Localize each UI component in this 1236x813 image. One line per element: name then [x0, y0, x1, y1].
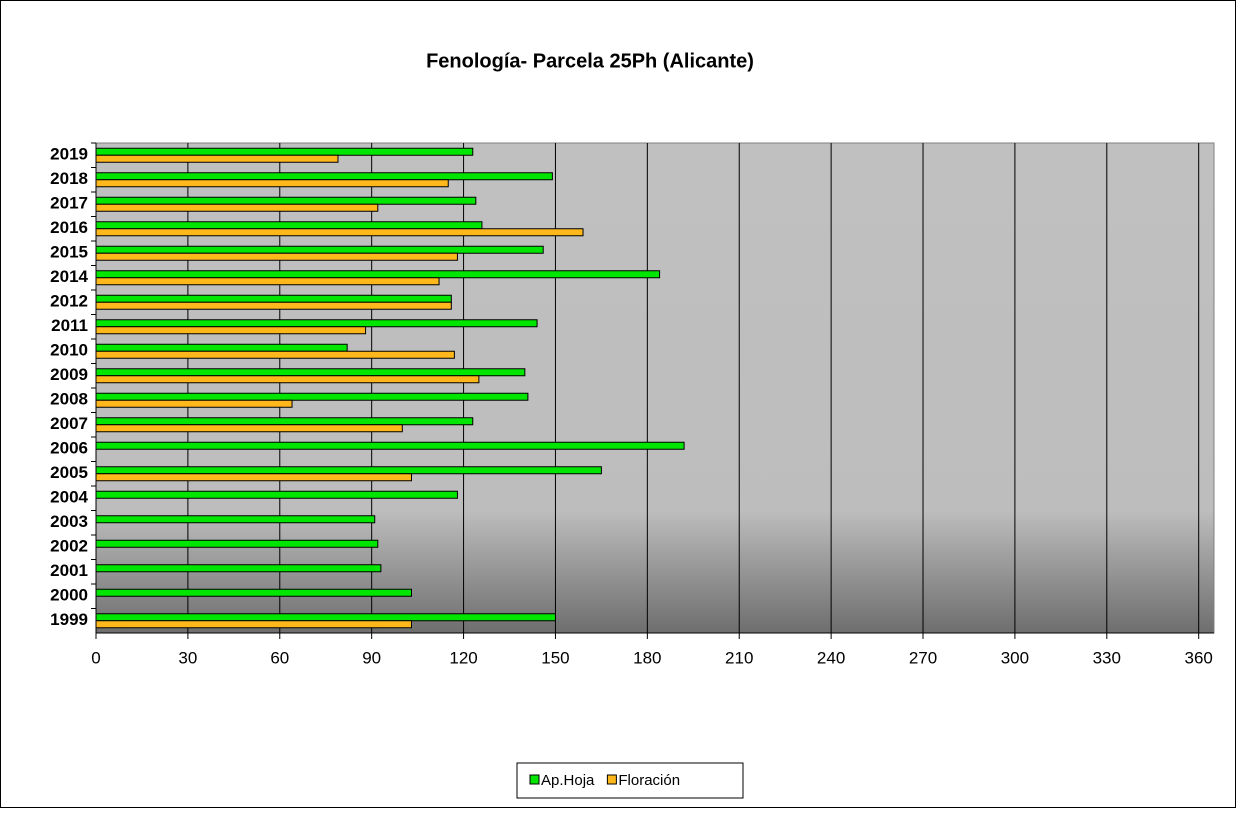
bar: [95, 368, 526, 377]
bar: [95, 515, 376, 524]
y-tick-label: 2010: [50, 341, 88, 360]
bar: [95, 252, 458, 261]
bar: [95, 539, 379, 548]
bar: [95, 620, 412, 629]
plot-area: [95, 142, 1215, 634]
bar: [95, 588, 412, 597]
bar: [95, 399, 293, 408]
bar: [95, 466, 602, 475]
y-tick-label: 2008: [50, 390, 88, 409]
bar: [95, 147, 474, 156]
bar: [95, 375, 480, 384]
bar: [95, 270, 661, 279]
y-tick-label: 2017: [50, 194, 88, 213]
x-tick-label: 0: [91, 648, 100, 667]
y-tick-label: 2000: [50, 586, 88, 605]
y-tick-label: 2003: [50, 512, 88, 531]
bar: [95, 294, 452, 303]
bar: [95, 417, 474, 426]
x-tick-label: 300: [1001, 648, 1029, 667]
y-tick-label: 2016: [50, 218, 88, 237]
bar: [95, 392, 529, 401]
bar: [95, 343, 348, 352]
legend-swatch: [529, 774, 540, 785]
x-tick-label: 30: [178, 648, 197, 667]
bar: [95, 196, 477, 205]
legend-swatch: [606, 774, 617, 785]
bar: [95, 350, 455, 359]
x-tick-label: 360: [1184, 648, 1212, 667]
bar: [95, 473, 412, 482]
chart-title: Fenología- Parcela 25Ph (Alicante): [426, 50, 754, 72]
y-tick-label: 2001: [50, 561, 88, 580]
x-tick-label: 270: [909, 648, 937, 667]
bar: [95, 424, 403, 433]
legend-label: Ap.Hoja: [541, 772, 595, 789]
y-tick-label: 2011: [51, 316, 88, 335]
y-tick-label: 2019: [50, 145, 88, 164]
x-tick-label: 90: [362, 648, 381, 667]
bar: [95, 564, 382, 573]
bar: [95, 172, 553, 181]
bar: [95, 221, 483, 230]
x-tick-label: 150: [541, 648, 569, 667]
y-tick-label: 2007: [50, 414, 88, 433]
y-tick-label: 2018: [50, 169, 88, 188]
y-tick-label: 2015: [50, 243, 88, 262]
bar: [95, 179, 449, 188]
bar: [95, 277, 440, 286]
bar: [95, 490, 458, 499]
y-tick-label: 2005: [50, 463, 88, 482]
bar: [95, 441, 685, 450]
bar: [95, 319, 538, 328]
bar: [95, 245, 544, 254]
bar: [95, 326, 367, 335]
bar: [95, 301, 452, 310]
y-tick-label: 1999: [50, 610, 88, 629]
y-tick-label: 2006: [50, 439, 88, 458]
x-tick-label: 210: [725, 648, 753, 667]
x-tick-label: 330: [1093, 648, 1121, 667]
bar: [95, 613, 556, 622]
legend-label: Floración: [618, 772, 680, 789]
y-tick-label: 2014: [50, 267, 88, 286]
x-tick-label: 240: [817, 648, 845, 667]
y-tick-label: 2004: [50, 488, 88, 507]
bar: [95, 203, 379, 212]
bar: [95, 154, 339, 163]
x-tick-label: 120: [449, 648, 477, 667]
x-tick-label: 180: [633, 648, 661, 667]
legend-box: [516, 762, 744, 799]
y-tick-label: 2002: [50, 537, 88, 556]
y-tick-label: 2009: [50, 365, 88, 384]
y-tick-label: 2012: [50, 292, 88, 311]
bar: [95, 228, 584, 237]
x-tick-label: 60: [270, 648, 289, 667]
